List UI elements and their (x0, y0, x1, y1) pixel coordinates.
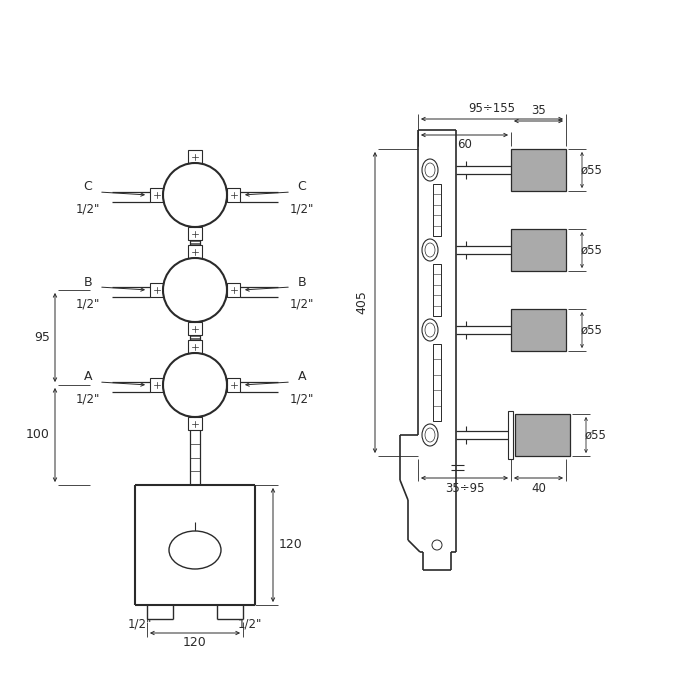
Bar (188, 322, 202, 335)
Bar (188, 417, 202, 430)
Ellipse shape (425, 323, 435, 337)
Text: 35: 35 (531, 104, 546, 118)
Ellipse shape (425, 163, 435, 177)
Text: C: C (83, 181, 92, 193)
Bar (150, 378, 163, 392)
Text: 120: 120 (183, 636, 207, 650)
Text: 1/2": 1/2" (290, 393, 314, 405)
Bar (227, 378, 240, 392)
Bar (188, 340, 202, 353)
Text: 40: 40 (531, 482, 546, 494)
Text: 1/2": 1/2" (76, 202, 100, 216)
Text: C: C (298, 181, 307, 193)
Circle shape (163, 163, 227, 227)
Bar (150, 283, 163, 297)
Text: 1/2": 1/2" (238, 617, 262, 631)
Bar (508, 411, 513, 459)
Bar (188, 227, 202, 240)
Circle shape (163, 258, 227, 322)
Ellipse shape (422, 159, 438, 181)
Text: 1/2": 1/2" (290, 298, 314, 311)
Text: ø55: ø55 (581, 323, 603, 337)
Ellipse shape (425, 428, 435, 442)
Ellipse shape (422, 319, 438, 341)
Bar (188, 150, 202, 163)
Bar (227, 188, 240, 202)
Bar (511, 149, 566, 191)
Circle shape (432, 540, 442, 550)
Ellipse shape (422, 424, 438, 446)
Bar (433, 264, 441, 316)
Bar (227, 283, 240, 297)
Text: 1/2": 1/2" (290, 202, 314, 216)
Text: 1/2": 1/2" (76, 393, 100, 405)
Ellipse shape (422, 239, 438, 261)
Text: A: A (84, 370, 92, 384)
Ellipse shape (169, 531, 221, 569)
Bar (515, 414, 570, 456)
Text: 405: 405 (356, 290, 368, 314)
Text: B: B (84, 276, 92, 288)
Bar (511, 309, 566, 351)
Ellipse shape (425, 243, 435, 257)
Bar (188, 245, 202, 258)
Bar (150, 188, 163, 202)
Text: 100: 100 (26, 428, 50, 442)
Text: ø55: ø55 (581, 244, 603, 256)
Bar (433, 344, 441, 421)
Text: 1/2": 1/2" (128, 617, 152, 631)
Text: 95÷155: 95÷155 (468, 102, 515, 116)
Text: ø55: ø55 (581, 164, 603, 176)
Text: A: A (298, 370, 307, 384)
Text: 1/2": 1/2" (76, 298, 100, 311)
Text: B: B (298, 276, 307, 288)
Text: ø55: ø55 (585, 428, 607, 442)
Circle shape (163, 353, 227, 417)
Text: 60: 60 (457, 139, 472, 151)
Text: 120: 120 (279, 538, 303, 552)
Bar (511, 229, 566, 271)
Bar (433, 184, 441, 236)
Text: 95: 95 (34, 331, 50, 344)
Text: 35÷95: 35÷95 (444, 482, 484, 494)
